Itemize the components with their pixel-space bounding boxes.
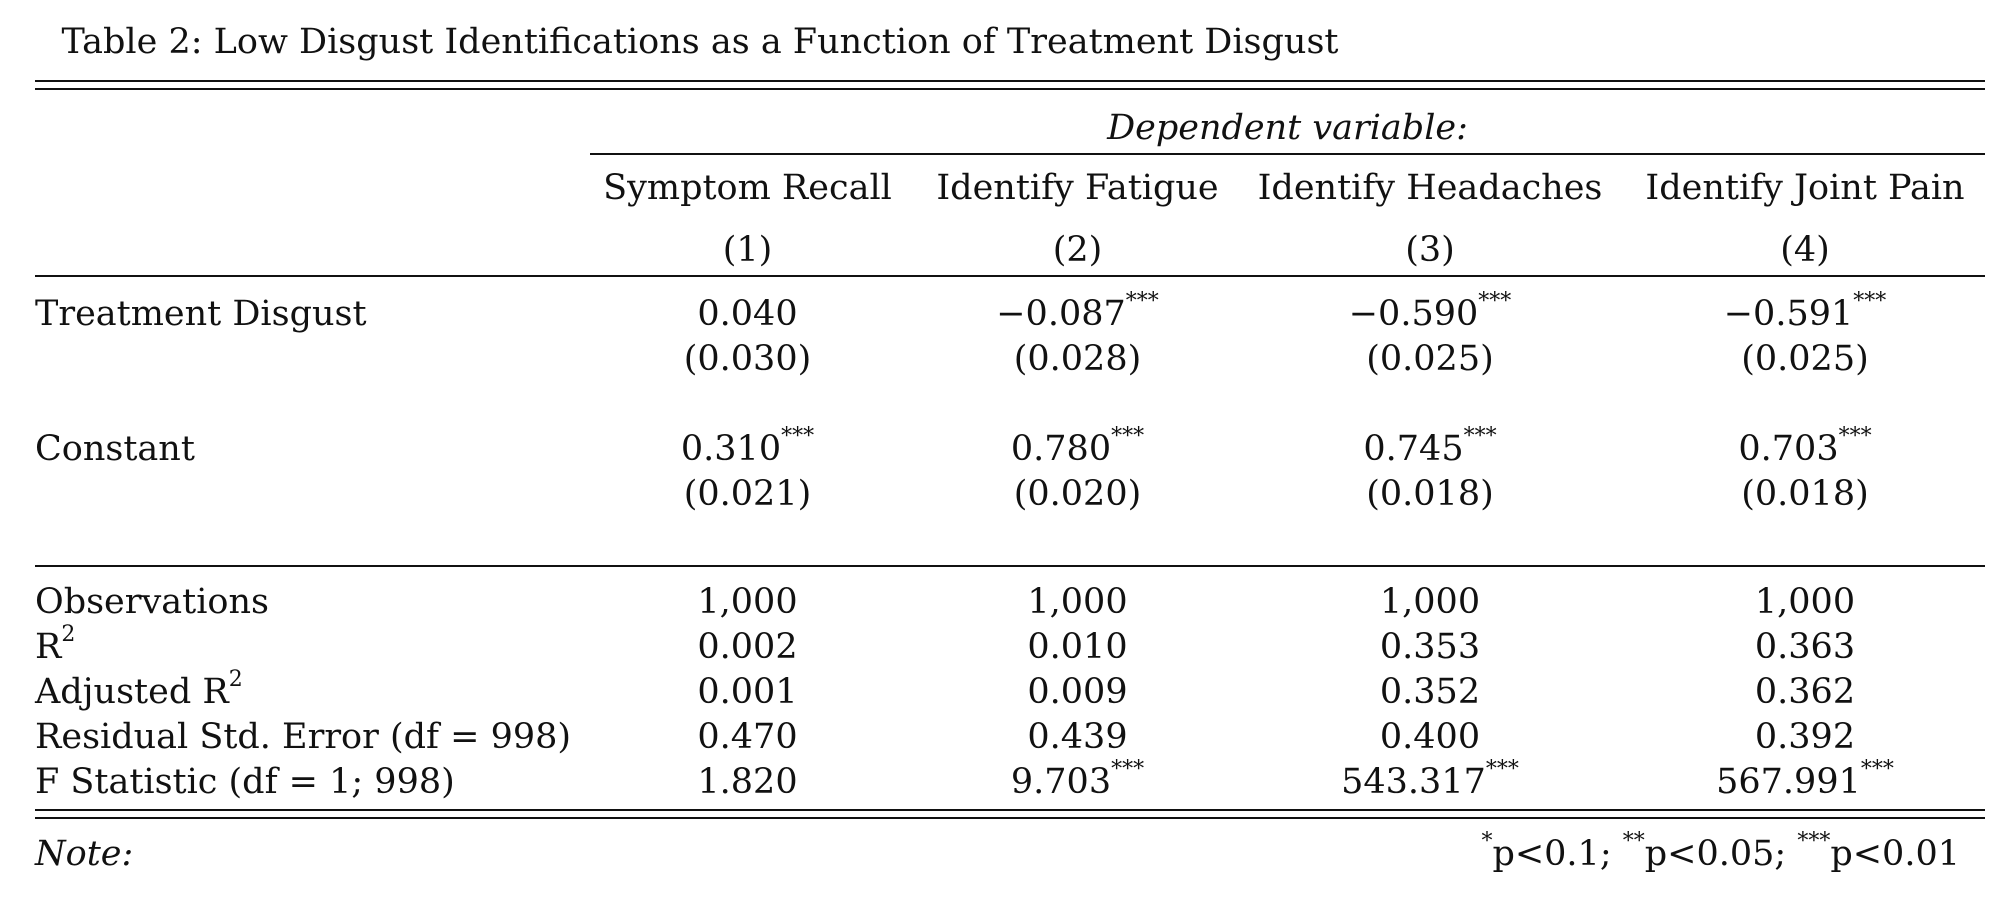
col-number-3: (3) [1405,230,1455,270]
stat-cell: 0.392 [1754,717,1856,757]
se-cell: (0.018) [1366,474,1494,514]
stat-cell: 0.009 [1027,672,1128,712]
coef-cell: 0.780*** [1010,424,1145,469]
stat-label-r-squared: R2 [35,622,76,667]
col-name-4: Identify Joint Pain [1645,168,1965,208]
stat-cell: 0.001 [697,672,798,712]
stat-cell: 1,000 [1379,582,1481,622]
row-label-treatment-disgust: Treatment Disgust [35,294,367,334]
significance-note: *p<0.1; **p<0.05; ***p<0.01 [1481,829,1960,874]
col-name-2: Identify Fatigue [936,168,1219,208]
col-name-1: Symptom Recall [603,168,892,208]
top-rule-1 [35,80,1985,82]
coef-cell: 0.745*** [1363,424,1497,469]
stat-cell: 0.439 [1027,717,1128,757]
stat-cell: 9.703*** [1010,757,1145,802]
col-number-2: (2) [1052,230,1103,270]
coef-cell: 0.310*** [680,424,815,469]
stat-cell: 1,000 [1754,582,1856,622]
stat-cell: 0.353 [1379,627,1481,667]
bottom-rule-2 [35,817,1985,819]
coef-cell: −0.087*** [996,289,1159,334]
col-name-3: Identify Headaches [1257,168,1603,208]
se-cell: (0.028) [1013,339,1142,379]
stat-cell: 1.820 [697,762,798,802]
row-label-constant: Constant [35,429,195,469]
se-cell: (0.025) [1741,339,1869,379]
coef-cell: −0.590*** [1348,289,1512,334]
stat-cell: 567.991*** [1716,757,1894,802]
stats-rule [35,565,1985,567]
stat-cell: 0.363 [1754,627,1856,667]
stat-label-observations: Observations [35,582,269,622]
col-number-1: (1) [722,230,773,270]
stat-cell: 0.400 [1379,717,1481,757]
stat-label-adjusted-r-squared: Adjusted R2 [35,667,243,712]
coef-cell: 0.703*** [1738,424,1872,469]
stat-cell: 0.002 [697,627,798,667]
se-cell: (0.018) [1741,474,1869,514]
se-cell: (0.020) [1013,474,1142,514]
se-cell: (0.021) [683,474,812,514]
se-cell: (0.030) [683,339,812,379]
col-number-4: (4) [1780,230,1830,270]
dependent-variable-label: Dependent variable: [1107,108,1468,148]
table-caption: Table 2: Low Disgust Identifications as … [61,22,1339,62]
dependent-variable-rule [590,153,1985,155]
stat-cell: 543.317*** [1341,757,1519,802]
note-label: Note: [35,834,134,874]
coef-cell: 0.040 [697,294,798,334]
stat-cell: 1,000 [697,582,798,622]
stat-cell: 0.470 [697,717,798,757]
coef-cell: −0.591*** [1723,289,1887,334]
top-rule-2 [35,88,1985,90]
stat-cell: 0.010 [1027,627,1128,667]
bottom-rule-1 [35,809,1985,811]
stat-cell: 0.362 [1754,672,1856,712]
stat-label-f-statistic: F Statistic (df = 1; 998) [35,762,455,802]
stat-cell: 0.352 [1379,672,1481,712]
header-rule [35,275,1985,277]
se-cell: (0.025) [1366,339,1494,379]
stat-label-residual-std-error: Residual Std. Error (df = 998) [35,717,572,757]
stat-cell: 1,000 [1027,582,1128,622]
